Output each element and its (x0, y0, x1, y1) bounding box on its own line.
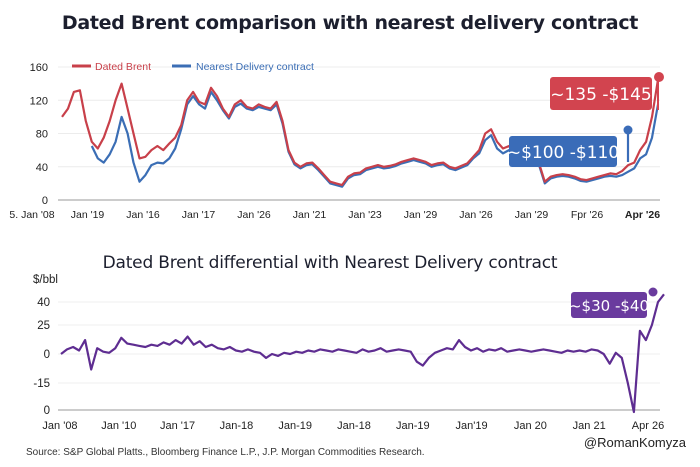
x-tick-label: Jan '10 (101, 420, 136, 432)
x-tick-label: Jan '29 (515, 209, 549, 221)
source-note: Source: S&P Global Platts., Bloomberg Fi… (26, 447, 425, 458)
annotation-box-dated-brent (550, 77, 652, 110)
x-tick-label: Jan '26 (237, 209, 271, 221)
x-tick-label: Fpr '26 (571, 209, 604, 221)
annotation-box-nearest-delivery (509, 136, 617, 167)
y-tick-label: 160 (30, 62, 48, 74)
x-tick-label: Jan '08 (42, 420, 77, 432)
y-tick-label: 120 (30, 95, 48, 107)
x-tick-label: Jan '21 (293, 209, 327, 221)
x-tick-label: Jan 20 (514, 420, 547, 432)
x-tick-label: Jan '17 (182, 209, 216, 221)
x-tick-label: Jan-18 (220, 420, 254, 432)
x-tick-label: Jan '17 (160, 420, 195, 432)
y-tick-label: 25 (37, 320, 50, 332)
legend-label-dated-brent: Dated Brent (95, 61, 151, 73)
y-tick-label: 0 (44, 405, 50, 417)
author-handle: @RomanKomyza (583, 435, 686, 450)
legend-label-nearest-delivery: Nearest Delivery contract (196, 61, 314, 73)
x-tick-label: Jan'19 (456, 420, 488, 432)
y-tick-label: 80 (36, 129, 48, 141)
x-tick-label: Jan-18 (337, 420, 371, 432)
annotation-marker-nearest-delivery (623, 125, 633, 135)
y-tick-label: 40 (37, 297, 50, 309)
y-tick-label: 0 (44, 349, 50, 361)
x-tick-label: Jan-19 (396, 420, 430, 432)
y-tick-label: 0 (42, 195, 48, 207)
x-tick-label: Jan '26 (459, 209, 493, 221)
x-tick-label: Apr 26 (632, 420, 664, 432)
x-tick-label: Jan '23 (348, 209, 382, 221)
annotation-box-differential (571, 292, 647, 318)
x-tick-label: Jan '29 (404, 209, 438, 221)
x-tick-label: Jan-19 (278, 420, 312, 432)
x-tick-label: Jan '16 (126, 209, 160, 221)
x-tick-label: 5. Jan '08 (9, 209, 54, 221)
y-tick-label: 40 (36, 162, 48, 174)
annotation-text-differential: ~$30 -$40 (569, 297, 649, 315)
y-tick-label: -15 (33, 378, 50, 390)
dated-brent-line (61, 79, 660, 187)
annotation-text-dated-brent: ~135 -$145 (550, 85, 652, 105)
y-axis-unit-label: $/bbl (33, 274, 58, 286)
x-tick-label: Apr '26 (625, 209, 660, 221)
x-tick-label: Jan '19 (71, 209, 105, 221)
top-chart-title: Dated Brent comparison with nearest deli… (61, 12, 639, 34)
annotation-marker-differential (648, 287, 658, 297)
x-tick-label: Jan 21 (573, 420, 606, 432)
differential-line (60, 293, 665, 414)
annotation-marker-dated-brent (654, 72, 664, 82)
bottom-chart-title: Dated Brent differential with Nearest De… (102, 253, 558, 273)
annotation-text-nearest-delivery: ~$100 -$110 (507, 143, 619, 163)
